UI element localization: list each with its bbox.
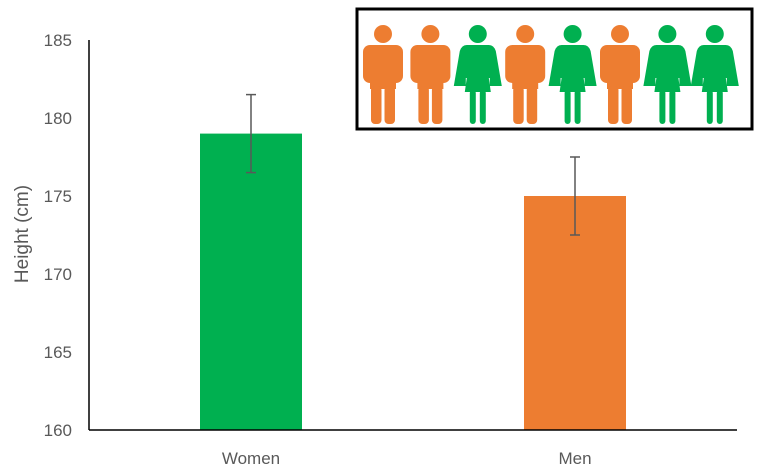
- y-tick-label: 170: [44, 265, 72, 284]
- y-axis-title: Height (cm): [12, 185, 33, 283]
- plot-area: 160 165 170 175 180 185 Women Men Height (cm): [12, 31, 737, 468]
- x-tick-label: Men: [558, 449, 591, 468]
- y-tick-label: 165: [44, 343, 72, 362]
- y-axis-ticks: 160 165 170 175 180 185: [44, 31, 72, 440]
- y-tick-label: 185: [44, 31, 72, 50]
- x-tick-label: Women: [222, 449, 280, 468]
- bars: [200, 133, 626, 430]
- error-bars: [246, 93, 580, 236]
- y-tick-label: 180: [44, 109, 72, 128]
- people-inset: [355, 7, 754, 131]
- x-axis-labels: Women Men: [222, 449, 592, 468]
- y-tick-label: 175: [44, 187, 72, 206]
- bar-women: [200, 133, 302, 430]
- y-tick-label: 160: [44, 421, 72, 440]
- error-bar: [246, 93, 256, 174]
- error-bar: [570, 156, 580, 236]
